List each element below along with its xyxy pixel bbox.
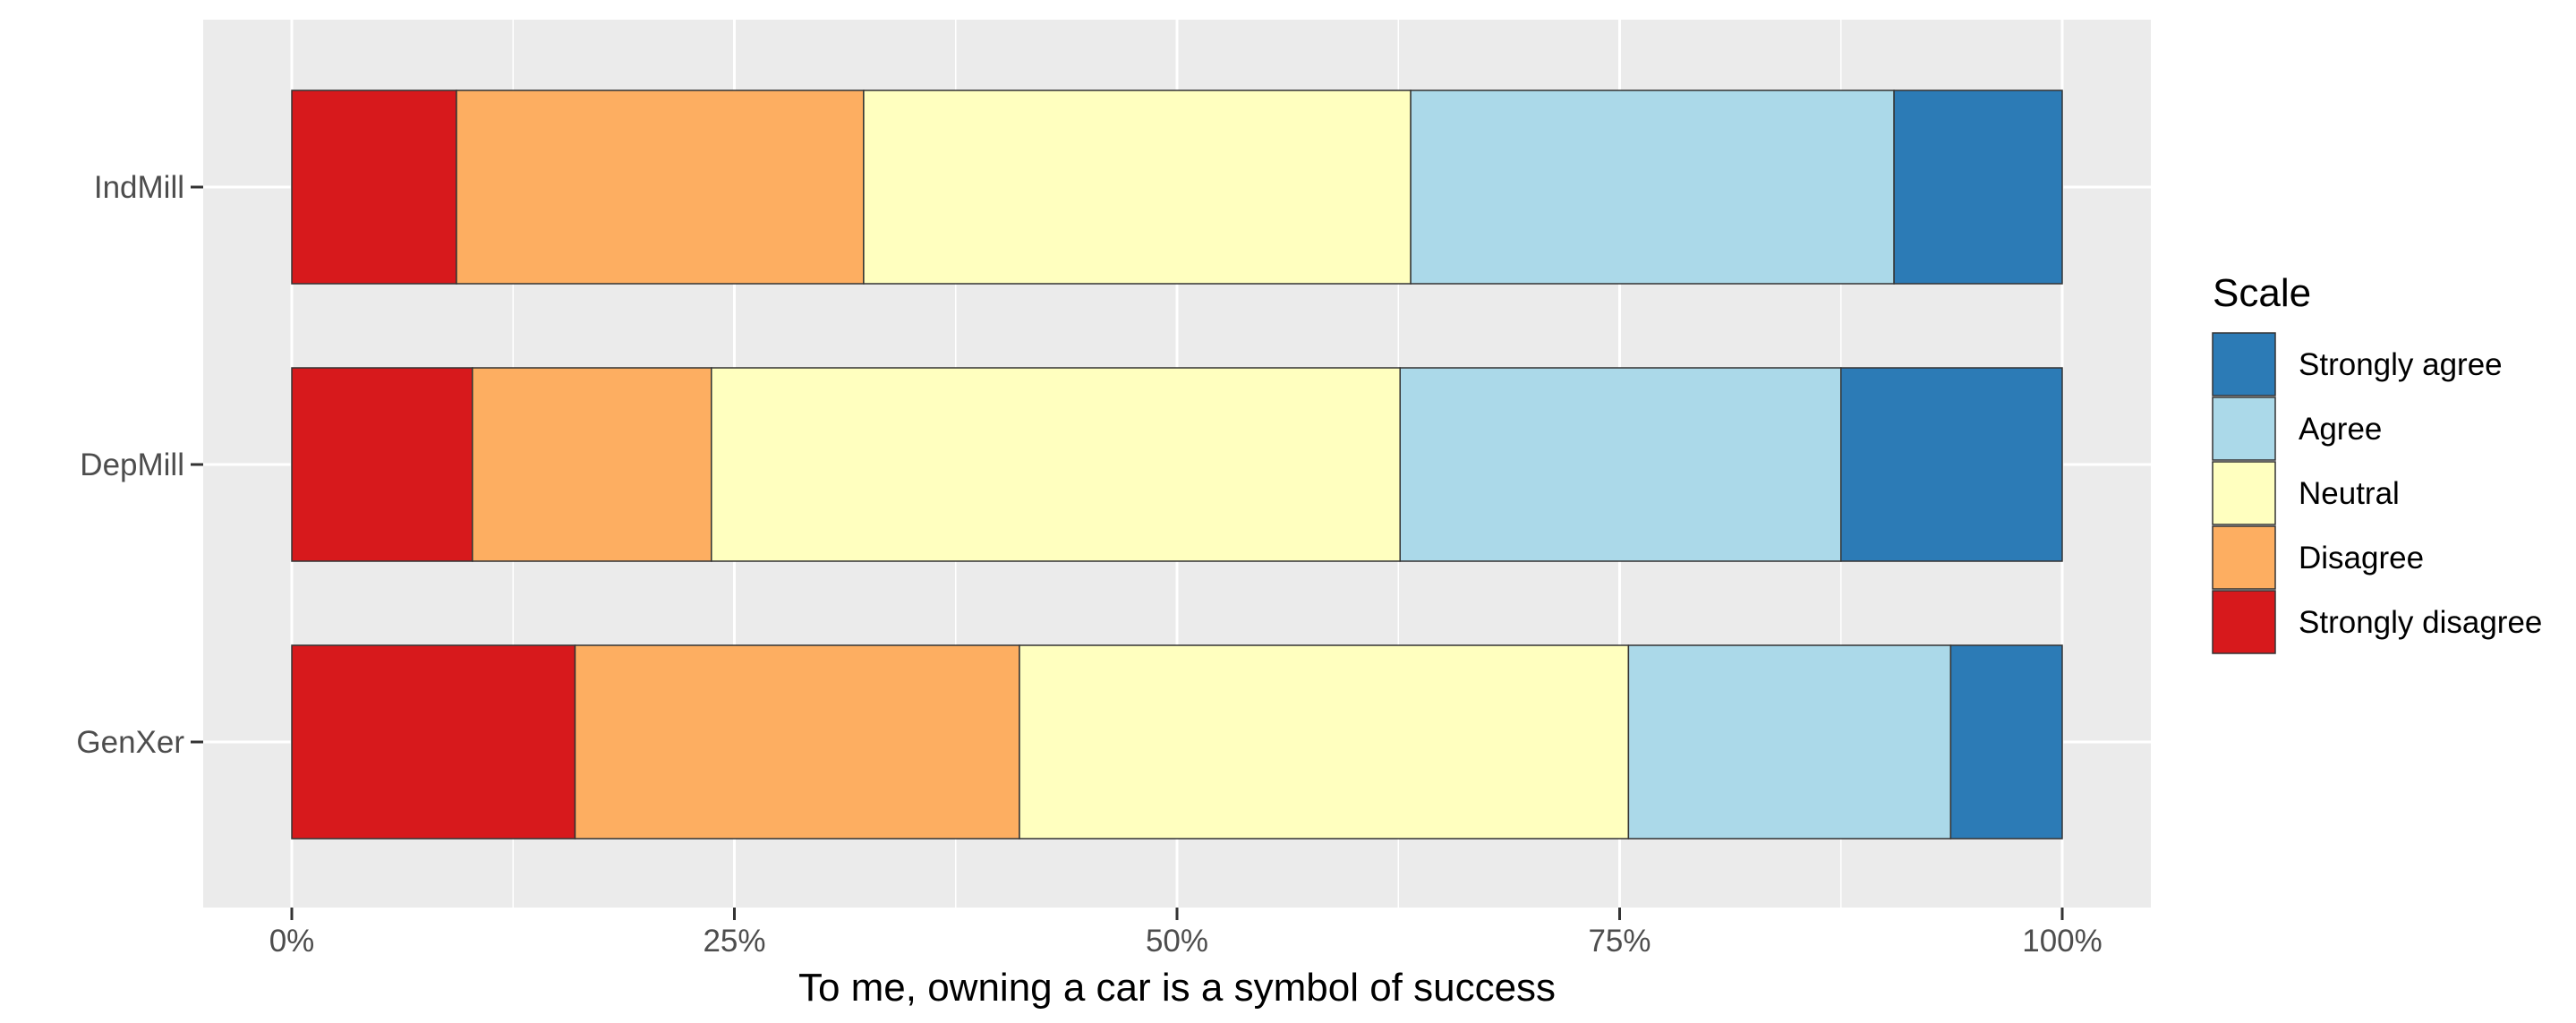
x-tick-label: 25% (703, 924, 765, 959)
y-tick-label: IndMill (94, 170, 184, 205)
legend-label: Disagree (2299, 541, 2424, 575)
y-tick-label: DepMill (80, 448, 184, 482)
legend-swatch (2212, 461, 2276, 525)
y-axis: IndMill DepMill GenXer (76, 170, 203, 760)
bar-segment (1627, 644, 1952, 840)
bar-segment (1893, 90, 2063, 285)
y-tick-label: GenXer (76, 725, 184, 760)
bar-segment (291, 367, 473, 562)
legend-swatch (2212, 525, 2276, 590)
legend-label: Agree (2299, 412, 2382, 447)
legend-title: Scale (2213, 271, 2311, 315)
x-axis: 0% 25% 50% 75% 100% (269, 908, 2103, 959)
bar-segment (863, 90, 1412, 285)
bar-segment (1399, 367, 1842, 562)
bar-segment (711, 367, 1401, 562)
bar-segment (1840, 367, 2063, 562)
legend: Scale Strongly agree Agree Neutral Disagree… (2212, 271, 2542, 654)
x-axis-title: To me, owning a car is a symbol of succe… (798, 966, 1556, 1010)
legend-swatch (2212, 590, 2276, 654)
legend-label: Strongly disagree (2299, 605, 2542, 640)
bar-segment (574, 644, 1020, 840)
legend-label: Strongly agree (2299, 347, 2503, 382)
bar-segment (472, 367, 712, 562)
x-tick-label: 50% (1146, 924, 1208, 959)
bar-segment (1949, 644, 2063, 840)
legend-label: Neutral (2299, 476, 2400, 511)
bar-segment (291, 90, 457, 285)
legend-swatch (2212, 396, 2276, 461)
bar-segment (456, 90, 865, 285)
x-tick-label: 100% (2022, 924, 2103, 959)
bar-segment (1019, 644, 1630, 840)
x-tick-label: 75% (1588, 924, 1651, 959)
x-tick-label: 0% (269, 924, 315, 959)
bars (291, 90, 2063, 840)
bar-segment (291, 644, 576, 840)
legend-swatch (2212, 332, 2276, 396)
bar-segment (1410, 90, 1895, 285)
